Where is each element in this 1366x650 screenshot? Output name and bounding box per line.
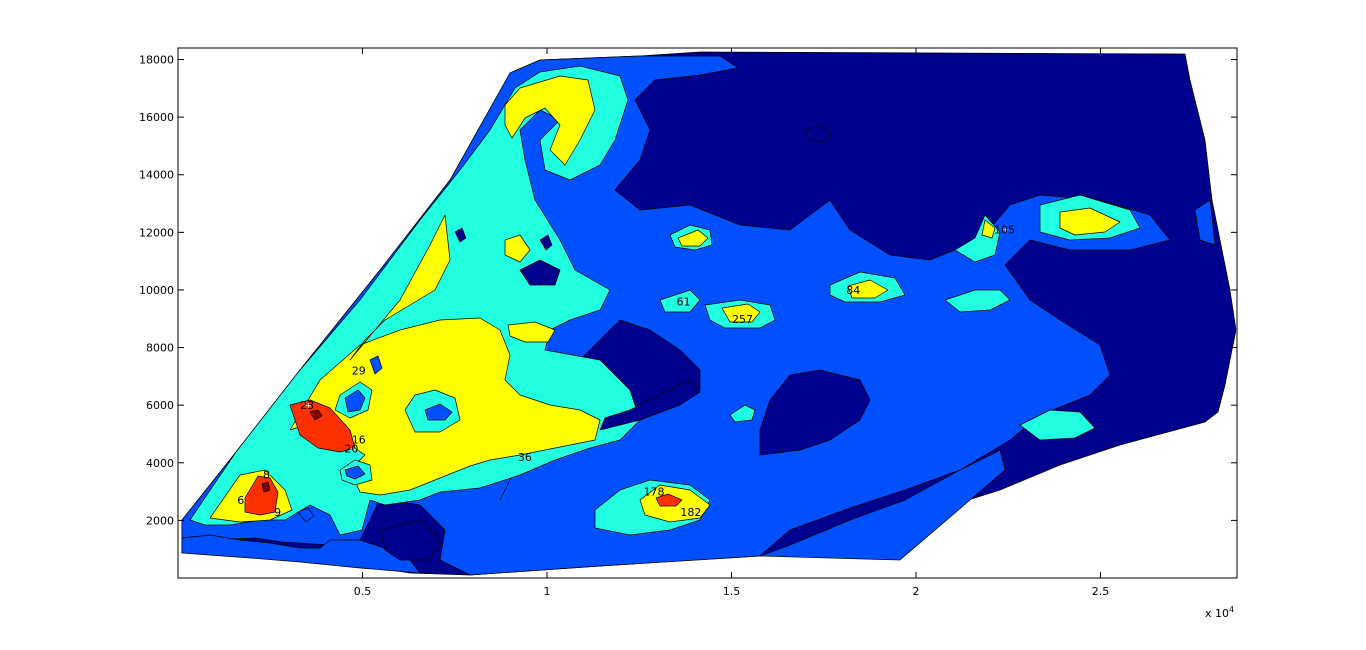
contour-label-marker: +	[682, 297, 689, 306]
x-exponent-power: 4	[1229, 605, 1234, 614]
contour-label-marker: +	[689, 508, 696, 517]
y-tick-label: 10000	[139, 284, 174, 297]
y-tick-label: 16000	[139, 111, 174, 124]
contour-label: 6	[237, 494, 244, 507]
y-tick-label: 6000	[146, 399, 174, 412]
contour-label-marker: +	[265, 470, 272, 479]
contour-label: 9	[274, 506, 281, 519]
contour-region-level-5	[244, 399, 683, 516]
contour-pocket-level-2	[297, 355, 453, 523]
x-exponent-base: x 10	[1205, 607, 1229, 620]
y-tick-label: 12000	[139, 226, 174, 239]
contour-label: 61	[677, 295, 691, 308]
contour-label-marker: +	[239, 496, 246, 505]
contour-label-marker: +	[357, 367, 364, 376]
x-tick-label: 2	[912, 585, 919, 598]
contour-label-marker: +	[349, 444, 356, 453]
x-tick-label: 1	[543, 585, 550, 598]
contour-fill	[181, 51, 1237, 576]
x-tick-label: 0.5	[354, 585, 372, 598]
y-tick-label: 18000	[139, 54, 174, 67]
y-tick-label: 2000	[146, 514, 174, 527]
contour-label-marker: +	[851, 286, 858, 295]
contour-label: 182	[680, 506, 701, 519]
contour-label: 23	[300, 399, 314, 412]
contour-label: 8	[263, 468, 270, 481]
y-tick-label: 4000	[146, 457, 174, 470]
contour-label: 257	[732, 313, 753, 326]
contour-label: 178	[643, 486, 664, 499]
y-tick-label: 14000	[139, 169, 174, 182]
x-axis: 0.5 1 1.5 2 2.5	[354, 48, 1109, 598]
contour-region-level-2-lower	[181, 534, 421, 574]
contour-label-marker: +	[1003, 225, 1010, 234]
contour-region-level-6	[261, 409, 323, 493]
contour-label-marker: +	[741, 315, 748, 324]
contour-pocket-level-1	[379, 124, 833, 561]
contour-label: 36	[518, 451, 532, 464]
x-exponent-label: x 104	[1205, 605, 1234, 620]
x-tick-label: 1.5	[723, 585, 741, 598]
y-axis: 2000 4000 6000 8000 10000 12000 14000 16000 1800…	[139, 54, 1237, 527]
contour-label: 84	[846, 284, 860, 297]
contour-label: 16	[352, 434, 366, 447]
axes-frame	[177, 47, 1238, 579]
contour-label: 29	[352, 365, 366, 378]
contour-label-marker: +	[652, 488, 659, 497]
contour-hole-level-3	[334, 381, 461, 486]
contour-labels: +6+8+9+23+16+20+29+36+178+182+61+257+84+…	[237, 223, 1015, 518]
y-tick-label: 8000	[146, 342, 174, 355]
x-tick-label: 2.5	[1092, 585, 1110, 598]
contour-label: 105	[994, 223, 1015, 236]
contour-label: 20	[344, 442, 358, 455]
contour-label-marker: +	[305, 401, 312, 410]
contour-label-marker: +	[276, 508, 283, 517]
contour-label-marker: +	[357, 436, 364, 445]
contour-label-marker: +	[523, 453, 530, 462]
